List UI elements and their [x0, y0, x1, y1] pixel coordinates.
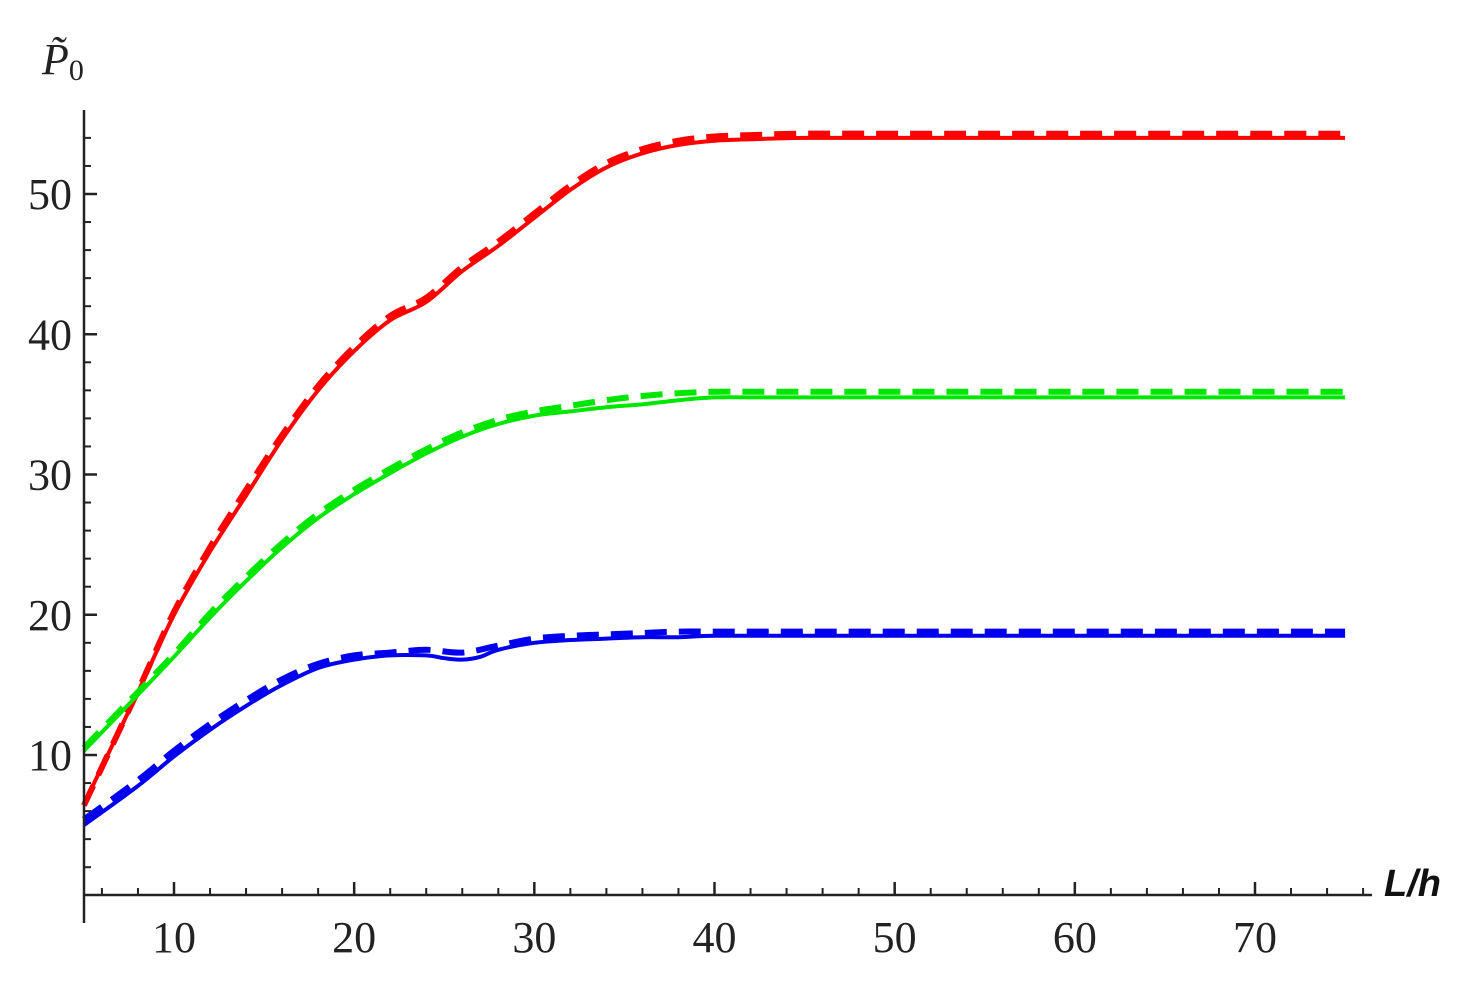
series-line-2-dashed	[81, 130, 1346, 807]
series-line-3-solid	[82, 395, 1346, 753]
series-layer	[81, 130, 1346, 827]
x-tick-label: 70	[1233, 913, 1277, 962]
x-tick-label: 40	[693, 913, 737, 962]
series-line-5-solid	[82, 633, 1346, 827]
x-tick-label: 30	[512, 913, 556, 962]
y-tick-label: 10	[28, 731, 72, 780]
y-axis-label: P̃0	[41, 35, 84, 87]
x-tick-label: 50	[873, 913, 917, 962]
series-line-4-dashed	[81, 388, 1346, 751]
axes-layer: 10 20 30 40 50 60 70 10 20 30 40 50	[28, 110, 1372, 962]
x-tick-label: 10	[152, 913, 196, 962]
y-tick-label: 20	[28, 591, 72, 640]
x-tick-label: 20	[332, 913, 376, 962]
series-line-1-solid	[82, 135, 1346, 805]
y-axis-label-symbol: P̃	[41, 35, 69, 84]
y-axis-label-subscript: 0	[69, 54, 84, 87]
y-tick-label: 50	[28, 170, 72, 219]
x-axis-label: L/h	[1384, 863, 1441, 905]
x-tick-label: 60	[1053, 913, 1097, 962]
y-tick-label: 30	[28, 451, 72, 500]
y-tick-label: 40	[28, 310, 72, 359]
series-line-6-dashed	[82, 628, 1346, 822]
